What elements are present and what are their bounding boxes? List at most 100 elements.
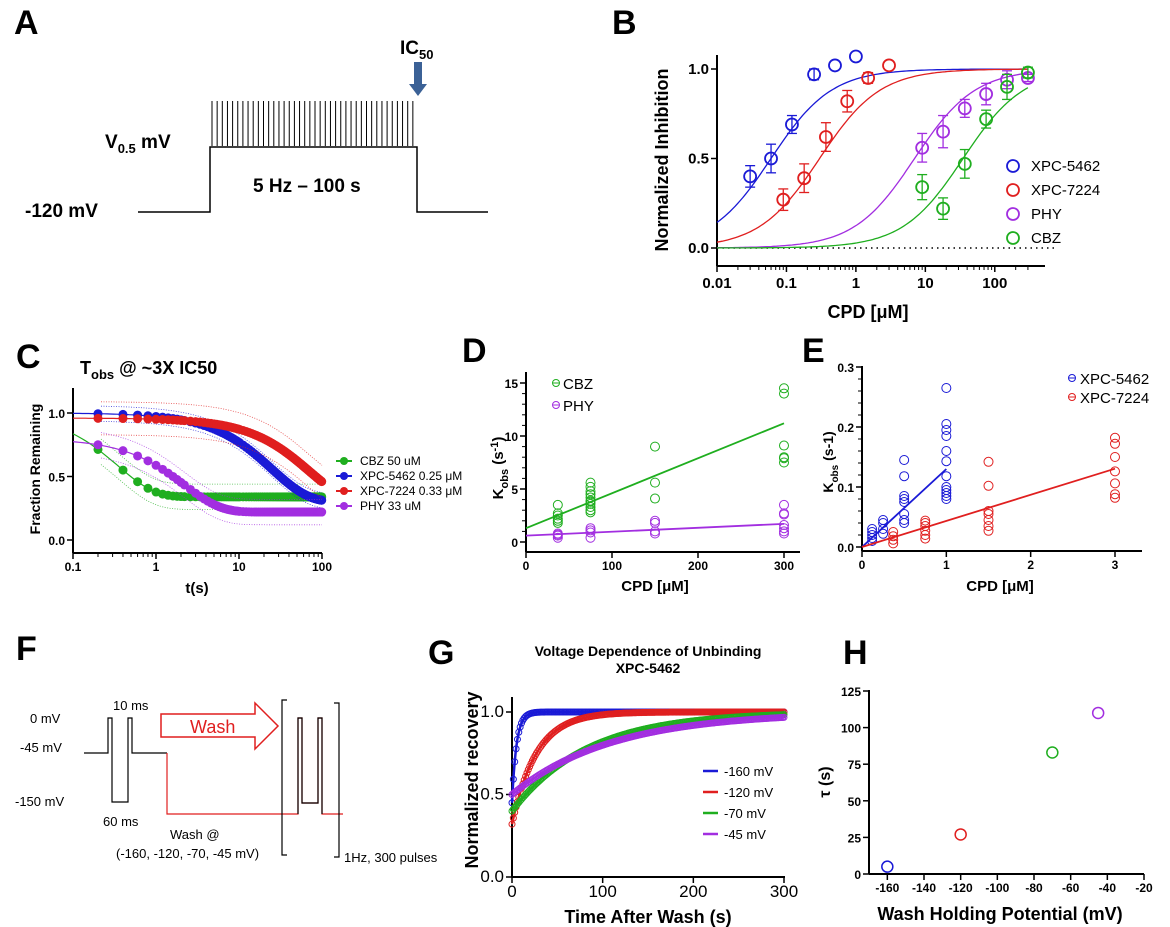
x-tick-label: -20 bbox=[1135, 881, 1153, 895]
data-point bbox=[118, 465, 128, 475]
legend-label: XPC-7224 bbox=[1031, 182, 1100, 199]
panel-e-kobs-xpc: 0 1 2 3 0.0 0.1 0.2 0.3 CPD [μM] Kobs (s-1) XPC-54… bbox=[820, 361, 1149, 595]
data-point bbox=[867, 524, 878, 534]
panel-letter-e: E bbox=[802, 332, 825, 370]
legend-marker bbox=[1006, 207, 1020, 221]
pulse-train bbox=[211, 101, 414, 146]
data-point bbox=[819, 130, 833, 144]
x-tick-label: 2 bbox=[1027, 558, 1034, 572]
data-point bbox=[867, 530, 878, 540]
data-point bbox=[1110, 466, 1120, 477]
data-point bbox=[552, 499, 563, 510]
data-point bbox=[585, 489, 596, 500]
data-point bbox=[920, 525, 931, 536]
level-minus150mv: -150 mV bbox=[15, 794, 64, 809]
x-tick-label: -140 bbox=[912, 881, 936, 895]
data-point bbox=[585, 532, 596, 543]
data-point bbox=[779, 499, 789, 510]
pulse-frequency-label: 1Hz, 300 pulses bbox=[344, 850, 438, 865]
data-point bbox=[650, 441, 660, 452]
data-point bbox=[840, 94, 855, 109]
data-point bbox=[878, 518, 889, 528]
ic50-label: IC50 bbox=[400, 38, 433, 62]
data-point bbox=[941, 456, 952, 467]
data-point bbox=[941, 488, 952, 498]
panel-g-recovery: 0 100 200 300 0.0 0.5 1.0 Voltage Dependence of… bbox=[462, 643, 798, 927]
data-point bbox=[143, 456, 153, 466]
data-point bbox=[920, 515, 931, 526]
y-tick-label: 0.0 bbox=[837, 541, 854, 555]
y-tick-label: 0.1 bbox=[837, 481, 854, 495]
data-point bbox=[878, 515, 889, 525]
x-tick-label: 200 bbox=[679, 882, 707, 901]
data-point bbox=[743, 169, 758, 184]
data-point bbox=[1110, 489, 1120, 500]
data-point bbox=[1110, 492, 1120, 503]
data-point bbox=[133, 451, 143, 461]
data-point bbox=[979, 112, 994, 127]
data-point bbox=[899, 497, 910, 507]
confidence-envelope bbox=[100, 421, 323, 509]
data-point bbox=[888, 534, 899, 545]
legend-marker bbox=[340, 472, 348, 480]
regression-line bbox=[525, 522, 785, 537]
x-tick-label: 100 bbox=[602, 559, 622, 573]
data-point bbox=[915, 140, 930, 155]
y-tick-label: 0.2 bbox=[837, 421, 854, 435]
pulse-duration-60ms: 60 ms bbox=[103, 814, 139, 829]
y-tick-label: 0.5 bbox=[688, 151, 709, 168]
legend-marker bbox=[552, 401, 560, 409]
data-point bbox=[941, 419, 952, 429]
legend-marker bbox=[340, 487, 348, 495]
data-point bbox=[585, 496, 596, 507]
panel-letter-b: B bbox=[612, 4, 637, 42]
y-tick-label: 0.5 bbox=[48, 471, 65, 485]
data-point bbox=[888, 538, 899, 549]
data-point bbox=[954, 828, 967, 841]
data-point bbox=[779, 383, 789, 394]
y-tick-label: 1.0 bbox=[480, 702, 504, 721]
data-point bbox=[807, 67, 821, 82]
x-tick-label: 0 bbox=[859, 558, 866, 572]
data-point bbox=[585, 492, 596, 503]
data-point bbox=[779, 520, 789, 531]
wash-values-label: (-160, -120, -70, -45 mV) bbox=[116, 846, 259, 861]
data-point bbox=[779, 526, 789, 537]
y-axis-label: τ (s) bbox=[817, 766, 834, 797]
legend-marker bbox=[1068, 393, 1076, 401]
data-point bbox=[585, 523, 596, 534]
panel-letter-g: G bbox=[428, 634, 454, 672]
panel-f-wash-protocol: Wash 10 ms 0 mV -45 mV -150 mV 60 ms Was… bbox=[15, 698, 438, 865]
x-tick-label: 0 bbox=[507, 882, 516, 901]
data-point bbox=[888, 531, 899, 542]
data-point bbox=[650, 493, 660, 504]
data-point bbox=[1021, 65, 1035, 80]
panel-a-protocol-diagram: IC50 V0.5 mV -120 mV 5 Hz – 100 s bbox=[25, 38, 488, 222]
legend-marker bbox=[1068, 374, 1076, 382]
x-tick-label: -60 bbox=[1062, 881, 1080, 895]
data-point bbox=[899, 455, 910, 465]
x-tick-label: 1 bbox=[852, 275, 860, 292]
x-tick-label: 10 bbox=[917, 275, 934, 292]
data-point bbox=[650, 526, 660, 537]
data-point bbox=[93, 440, 103, 450]
legend-label: XPC-7224 bbox=[1080, 390, 1149, 407]
data-point bbox=[941, 383, 952, 393]
bracket-right bbox=[334, 702, 340, 858]
x-tick-label: 200 bbox=[688, 559, 708, 573]
legend-label: CBZ bbox=[563, 376, 593, 393]
data-point bbox=[317, 477, 327, 487]
data-point bbox=[848, 49, 863, 64]
data-point bbox=[764, 151, 778, 166]
data-point bbox=[779, 508, 789, 519]
fit-curve bbox=[72, 433, 322, 498]
data-point bbox=[785, 117, 799, 132]
legend-marker bbox=[340, 457, 348, 465]
x-tick-label: 300 bbox=[770, 882, 798, 901]
panel-letter-d: D bbox=[462, 332, 487, 370]
y-axis-label: Kobs (s-1) bbox=[820, 431, 841, 492]
y-tick-label: 10 bbox=[505, 430, 519, 444]
legend-label: -120 mV bbox=[724, 785, 773, 800]
y-tick-label: 0.0 bbox=[688, 240, 709, 257]
data-point bbox=[779, 457, 789, 468]
